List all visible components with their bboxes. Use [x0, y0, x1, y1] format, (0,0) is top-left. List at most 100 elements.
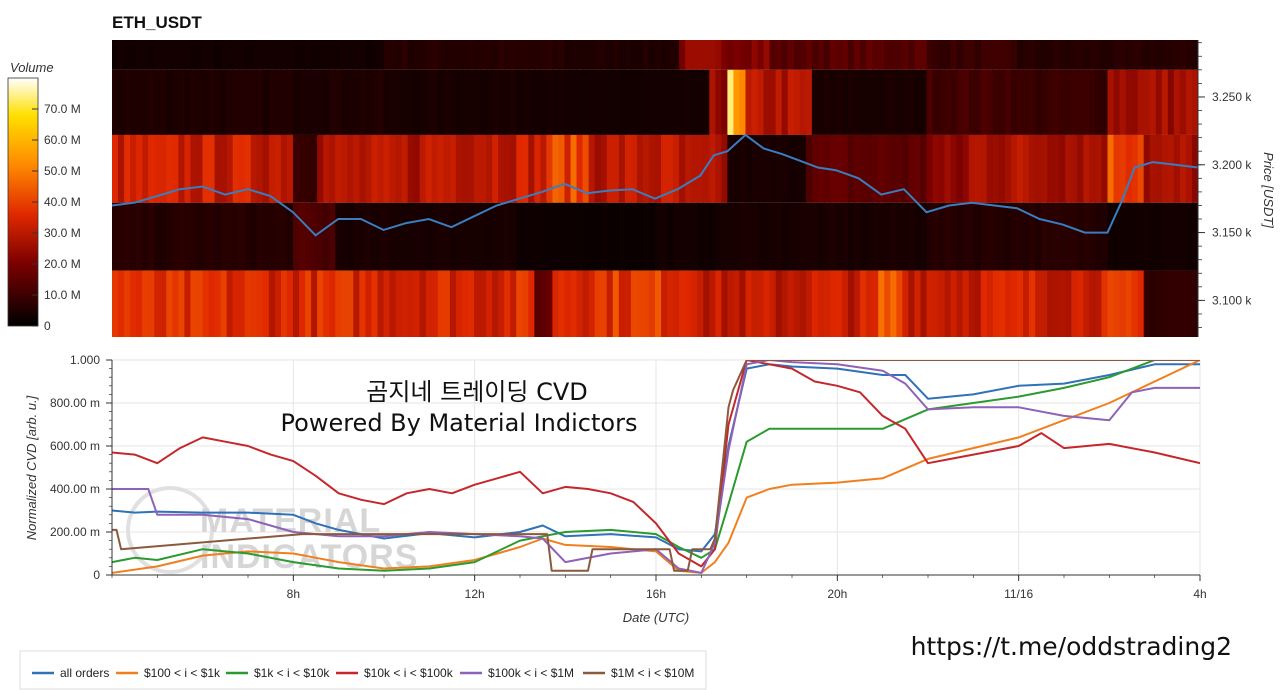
heatmap-cell	[178, 40, 185, 70]
heatmap-cell	[1089, 202, 1097, 271]
heatmap-cell	[667, 270, 674, 337]
heatmap-cell	[932, 270, 940, 337]
heatmap-cell	[1191, 40, 1198, 70]
heatmap-cell	[226, 270, 234, 337]
heatmap-cell	[1131, 69, 1139, 135]
heatmap-cell	[534, 202, 541, 271]
heatmap-cell	[293, 69, 300, 135]
heatmap-cell	[552, 40, 560, 70]
heatmap-cell	[377, 69, 385, 135]
heatmap-cell	[570, 40, 578, 70]
heatmap-cell	[793, 270, 801, 337]
heatmap-cell	[461, 202, 469, 271]
heatmap-cell	[130, 202, 137, 271]
heatmap-cell	[1029, 270, 1036, 337]
heatmap-cell	[528, 134, 535, 203]
heatmap-cell	[890, 40, 897, 70]
heatmap-cell	[419, 270, 427, 337]
heatmap-cell	[178, 134, 185, 203]
heatmap-cell	[323, 202, 330, 271]
heatmap-cell	[890, 134, 897, 203]
heatmap-cell	[443, 69, 451, 135]
heatmap-cell	[546, 69, 554, 135]
heatmap-cell	[1065, 270, 1072, 337]
heatmap-cell	[383, 270, 391, 337]
heatmap-cell	[848, 40, 855, 70]
heatmap-cell	[371, 270, 379, 337]
heatmap-cell	[763, 134, 771, 203]
colorbar-tick-label: 20.0 M	[44, 257, 81, 271]
heatmap-cell	[1010, 202, 1018, 271]
heatmap-cell	[534, 134, 541, 203]
heatmap-cell	[329, 69, 336, 135]
heatmap-cell	[166, 202, 173, 271]
heatmap-cell	[890, 270, 897, 337]
heatmap-cell	[546, 202, 554, 271]
heatmap-cell	[992, 134, 1000, 203]
heatmap-cell	[196, 40, 204, 70]
heatmap-cell	[407, 270, 415, 337]
heatmap-cell	[486, 202, 493, 271]
heatmap-cell	[1185, 69, 1193, 135]
heatmap-cell	[280, 134, 288, 203]
telegram-url[interactable]: https://t.me/oddstrading2	[911, 632, 1232, 661]
heatmap-cell	[1041, 40, 1048, 70]
heatmap-cell	[630, 69, 638, 135]
heatmap-cell	[1119, 270, 1127, 337]
heatmap-cell	[1083, 134, 1090, 203]
heatmap-cell	[359, 134, 366, 203]
heatmap-cell	[522, 270, 529, 337]
heatmap-cell	[449, 202, 457, 271]
heatmap-cell	[715, 202, 722, 271]
heatmap-cell	[878, 40, 885, 70]
heatmap-cell	[1101, 202, 1109, 271]
heatmap-cell	[787, 134, 795, 203]
heatmap-cell	[763, 270, 771, 337]
heatmap-cell	[896, 202, 903, 271]
heatmap-cell	[787, 270, 795, 337]
cvd-series-5	[112, 360, 1200, 572]
heatmap-cell	[944, 202, 952, 271]
heatmap-cell	[600, 40, 608, 70]
heatmap-cell	[510, 69, 517, 135]
heatmap-cell	[679, 40, 686, 70]
heatmap-cell	[570, 69, 578, 135]
heatmap-cell	[872, 202, 879, 271]
heatmap-cell	[757, 69, 765, 135]
heatmap-cell	[467, 40, 475, 70]
heatmap-cell	[866, 270, 873, 337]
heatmap-cell	[136, 40, 143, 70]
heatmap-cell	[612, 134, 620, 203]
heatmap-cell	[1143, 40, 1151, 70]
heatmap-cell	[1077, 202, 1084, 271]
heatmap-cell	[902, 69, 909, 135]
heatmap-cell	[848, 202, 855, 271]
heatmap-cell	[262, 134, 270, 203]
heatmap-cell	[202, 202, 210, 271]
heatmap-cell	[576, 202, 584, 271]
heatmap-cell	[467, 69, 475, 135]
cvd-y-tick-label: 600.00 m	[50, 439, 100, 453]
heatmap-cell	[389, 40, 397, 70]
heatmap-cell	[890, 69, 897, 135]
heatmap-cell	[244, 202, 252, 271]
heatmap-cell	[353, 202, 360, 271]
heatmap-cell	[498, 40, 505, 70]
heatmap-cell	[980, 40, 988, 70]
heatmap-cell	[1083, 202, 1090, 271]
heatmap-cell	[1017, 134, 1024, 203]
heatmap-cell	[1179, 40, 1187, 70]
heatmap-cell	[341, 40, 348, 70]
heatmap-cell	[1010, 270, 1018, 337]
heatmap-cell	[956, 270, 964, 337]
heatmap-cell	[202, 270, 210, 337]
heatmap-cell	[600, 202, 608, 271]
heatmap-cell	[184, 40, 192, 70]
heatmap-cell	[902, 202, 909, 271]
heatmap-cell	[1167, 40, 1175, 70]
heatmap-cell	[407, 134, 415, 203]
heatmap-cell	[980, 202, 988, 271]
heatmap-cell	[220, 270, 228, 337]
cvd-series-lines	[112, 360, 1200, 574]
